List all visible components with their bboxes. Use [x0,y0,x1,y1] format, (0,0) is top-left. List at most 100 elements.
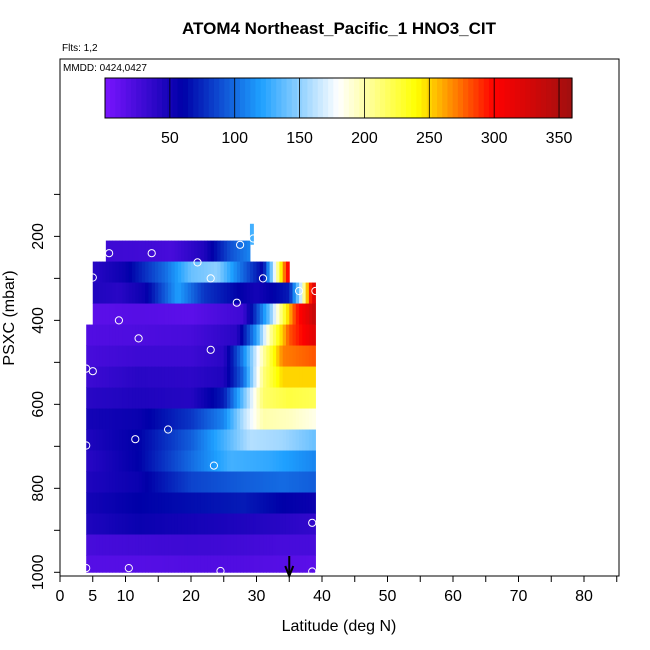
heatmap-cell [154,534,159,556]
colorbar-ticks: 50 100 150 200 250 300 350 [161,78,572,147]
colorbar-frame [104,77,573,119]
heatmap-cell [299,366,303,388]
heatmap-cell [210,324,215,346]
heatmap-cell [269,450,274,472]
heatmap-cell [171,282,176,304]
heatmap-cell [187,513,192,535]
heatmap-cell [282,408,287,430]
heatmap-cell [89,450,94,472]
heatmap-cell [177,492,182,514]
heatmap-cell [308,513,313,535]
heatmap-cell [289,513,294,535]
heatmap-cell [230,534,235,556]
heatmap-cell [194,261,199,283]
heatmap-cell [217,492,221,514]
heatmap-cell [122,366,126,388]
heatmap-cell [253,408,257,430]
heatmap-cell [302,408,307,430]
heatmap-cell [145,282,149,304]
heatmap-cell [308,429,313,451]
heatmap-cell [308,471,313,493]
heatmap-cell [158,534,163,556]
heatmap-cell [295,366,300,388]
heatmap-cell [141,492,146,514]
heatmap-cell [115,303,120,325]
heatmap-cell [243,492,248,514]
colorbar-swatch [488,78,495,118]
heatmap-cell [217,429,221,451]
colorbar-swatch [354,78,360,118]
heatmap-cell [299,303,303,325]
heatmap-cell [191,345,195,367]
colorbar-swatch [530,78,537,118]
heatmap-cell [302,429,307,451]
heatmap-cell [99,261,104,283]
heatmap-cell [276,534,280,556]
heatmap-cell [99,450,104,472]
heatmap-cell [256,387,261,409]
heatmap-cell [233,345,238,367]
heatmap-cell [204,282,208,304]
data-point [249,234,258,243]
heatmap-cell [230,387,235,409]
heatmap-cell [266,366,271,388]
heatmap-cell [168,324,172,346]
heatmap-cell [269,303,274,325]
heatmap-cell [204,534,208,556]
heatmap-cell [135,240,140,262]
heatmap-cell [266,429,271,451]
heatmap-cell [266,471,271,493]
heatmap-cell [105,324,110,346]
colorbar-swatch [411,78,417,118]
x-tick-label: 60 [444,588,462,605]
heatmap-cell [161,303,166,325]
heatmap-cell [276,345,280,367]
heatmap-cell [220,450,225,472]
heatmap-cell [92,492,97,514]
heatmap-cell [269,492,274,514]
heatmap-cell [249,408,254,430]
heatmap-cell [148,555,153,573]
heatmap-cell [177,240,182,262]
colorbar-swatch [338,78,345,118]
colorbar-swatch [203,78,210,118]
heatmap-cell [240,534,244,556]
heatmap-cell [132,513,136,535]
heatmap-cell [109,387,113,409]
heatmap-cell [191,261,195,283]
heatmap-cell [230,282,235,304]
heatmap-cell [312,345,316,367]
heatmap-cell [174,534,179,556]
heatmap-cell [112,240,117,262]
heatmap-cell [115,261,120,283]
heatmap-cell [312,429,316,451]
colorbar-swatch [193,78,199,118]
heatmap-cell [243,408,248,430]
heatmap-cell [266,450,271,472]
heatmap-cell [253,513,257,535]
heatmap-cell [105,240,110,262]
data-point [82,441,91,450]
heatmap-cell [266,513,271,535]
heatmap-cell [308,555,313,573]
heatmap-cell [200,555,205,573]
heatmap-cell [210,282,215,304]
heatmap-cell [302,492,307,514]
heatmap-cell [148,240,153,262]
heatmap-cell [96,450,100,472]
heatmap-cell [299,429,303,451]
heatmap-cell [145,261,149,283]
heatmap-cell [89,345,94,367]
heatmap-cell [305,534,310,556]
heatmap-cell [99,471,104,493]
heatmap-cell [223,303,228,325]
heatmap-cell [256,471,261,493]
heatmap-cell [109,240,113,262]
heatmap-cell [102,324,107,346]
heatmap-cell [256,303,261,325]
colorbar-swatch [374,78,381,118]
colorbar-swatch [442,78,449,118]
heatmap-cell [246,303,251,325]
heatmap-cell [276,450,280,472]
heatmap-cell [200,303,205,325]
